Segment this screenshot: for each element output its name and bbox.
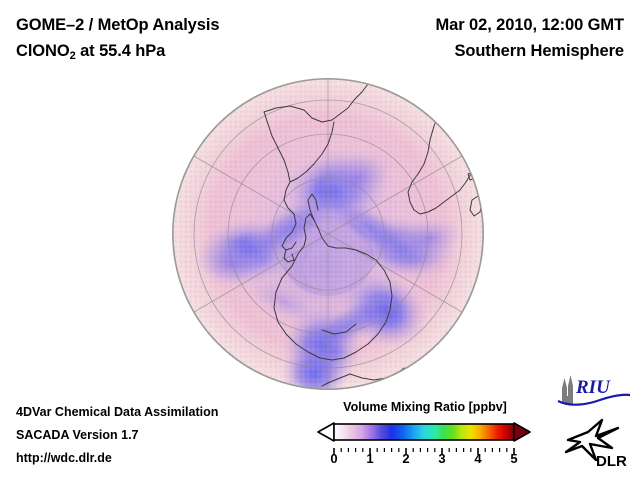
colorbar-tick-label: 5 — [510, 451, 518, 466]
colorbar-ticks — [300, 443, 550, 455]
globe-data-layer — [173, 79, 483, 389]
colorbar-tick-label: 1 — [366, 451, 374, 466]
colorbar-tick-labels: 0 1 2 3 4 5 — [300, 451, 550, 469]
header-right: Mar 02, 2010, 12:00 GMT Southern Hemisph… — [435, 12, 625, 64]
timestamp-label: Mar 02, 2010, 12:00 GMT — [435, 16, 625, 34]
page-title: GOME–2 / MetOp Analysis — [16, 16, 220, 34]
colorbar-title: Volume Mixing Ratio [ppbv] — [343, 400, 507, 414]
pressure-level: at 55.4 hPa — [75, 42, 166, 60]
graticule — [173, 79, 483, 389]
riu-wordmark: RIU — [575, 377, 611, 398]
globe-outline — [172, 78, 484, 390]
globe-disc — [172, 78, 484, 390]
colorbar-tick-label: 4 — [474, 451, 482, 466]
footer-line-method: 4DVar Chemical Data Assimilation — [16, 405, 219, 419]
globe-map — [172, 78, 484, 390]
colorbar-tick-label: 0 — [330, 451, 338, 466]
dlr-logo: DLR — [562, 414, 634, 470]
footer-credits: 4DVar Chemical Data Assimilation SACADA … — [16, 401, 218, 470]
wave-icon — [557, 393, 631, 406]
dlr-mark-icon — [564, 418, 620, 462]
riu-logo: RIU — [556, 374, 632, 408]
species-name: ClONO — [16, 42, 70, 60]
species-subscript: 2 — [69, 50, 76, 62]
dlr-wordmark: DLR — [596, 453, 627, 470]
footer-line-version: SACADA Version 1.7 — [16, 428, 139, 442]
header-left: GOME–2 / MetOp Analysis ClONO2 at 55.4 h… — [16, 12, 220, 66]
colorbar-tick-label: 3 — [438, 451, 446, 466]
colorbar: Volume Mixing Ratio [ppbv] 0 1 2 3 4 5 — [300, 400, 550, 469]
hemisphere-label: Southern Hemisphere — [454, 42, 624, 60]
footer-line-url[interactable]: http://wdc.dlr.de — [16, 451, 112, 465]
colorbar-gradient — [300, 421, 550, 443]
cathedral-icon — [562, 375, 573, 404]
colorbar-tick-label: 2 — [402, 451, 410, 466]
species-pressure-label: ClONO2 at 55.4 hPa — [16, 38, 219, 66]
